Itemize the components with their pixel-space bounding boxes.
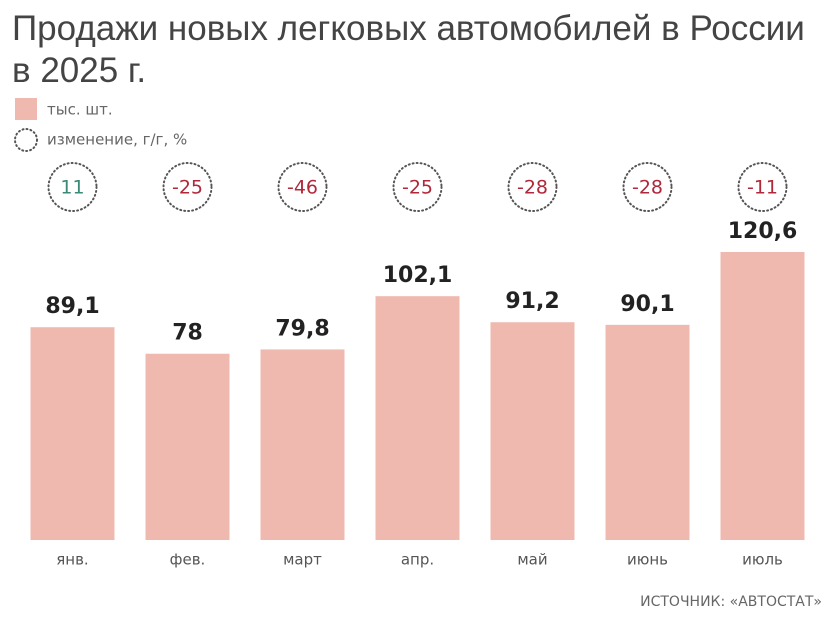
change-label: 11 [60,177,84,199]
value-label: 102,1 [383,263,453,288]
change-circle [162,162,213,212]
bar [375,296,460,540]
bar [720,252,805,540]
value-label: 78 [172,321,203,346]
value-label: 90,1 [620,292,674,317]
change-circle [622,162,673,212]
bar [260,349,345,540]
x-tick-label: апр. [401,551,434,569]
value-label: 79,8 [275,316,329,341]
x-tick-label: июль [742,551,783,569]
legend-label: изменение, г/г, % [47,131,187,149]
x-tick-label: июнь [627,551,668,569]
change-circle [47,162,98,212]
change-label: -46 [287,177,318,199]
bar [30,327,115,540]
value-label: 89,1 [45,294,99,319]
change-label: -25 [402,177,433,199]
change-circle [737,162,788,212]
value-label: 91,2 [505,289,559,314]
change-label: -28 [517,177,548,199]
change-label: -28 [632,177,663,199]
bar [490,322,575,540]
change-label: -11 [747,177,778,199]
chart-title: Продажи новых легковых автомобилей в Рос… [12,9,805,90]
value-label: 120,6 [728,219,798,244]
legend-label: тыс. шт. [47,101,113,119]
legend-circle [14,128,38,152]
change-label: -25 [172,177,203,199]
bar [605,324,690,540]
change-circle [392,162,443,212]
source: ИСТОЧНИК: «АВТОСТАТ» [640,594,822,610]
change-circle [507,162,558,212]
x-tick-label: март [283,551,322,569]
x-tick-label: май [517,551,547,569]
x-tick-label: фев. [170,551,206,569]
change-circle [277,162,328,212]
x-tick-label: янв. [56,551,88,569]
legend-swatch [15,98,37,120]
bar [145,353,230,540]
